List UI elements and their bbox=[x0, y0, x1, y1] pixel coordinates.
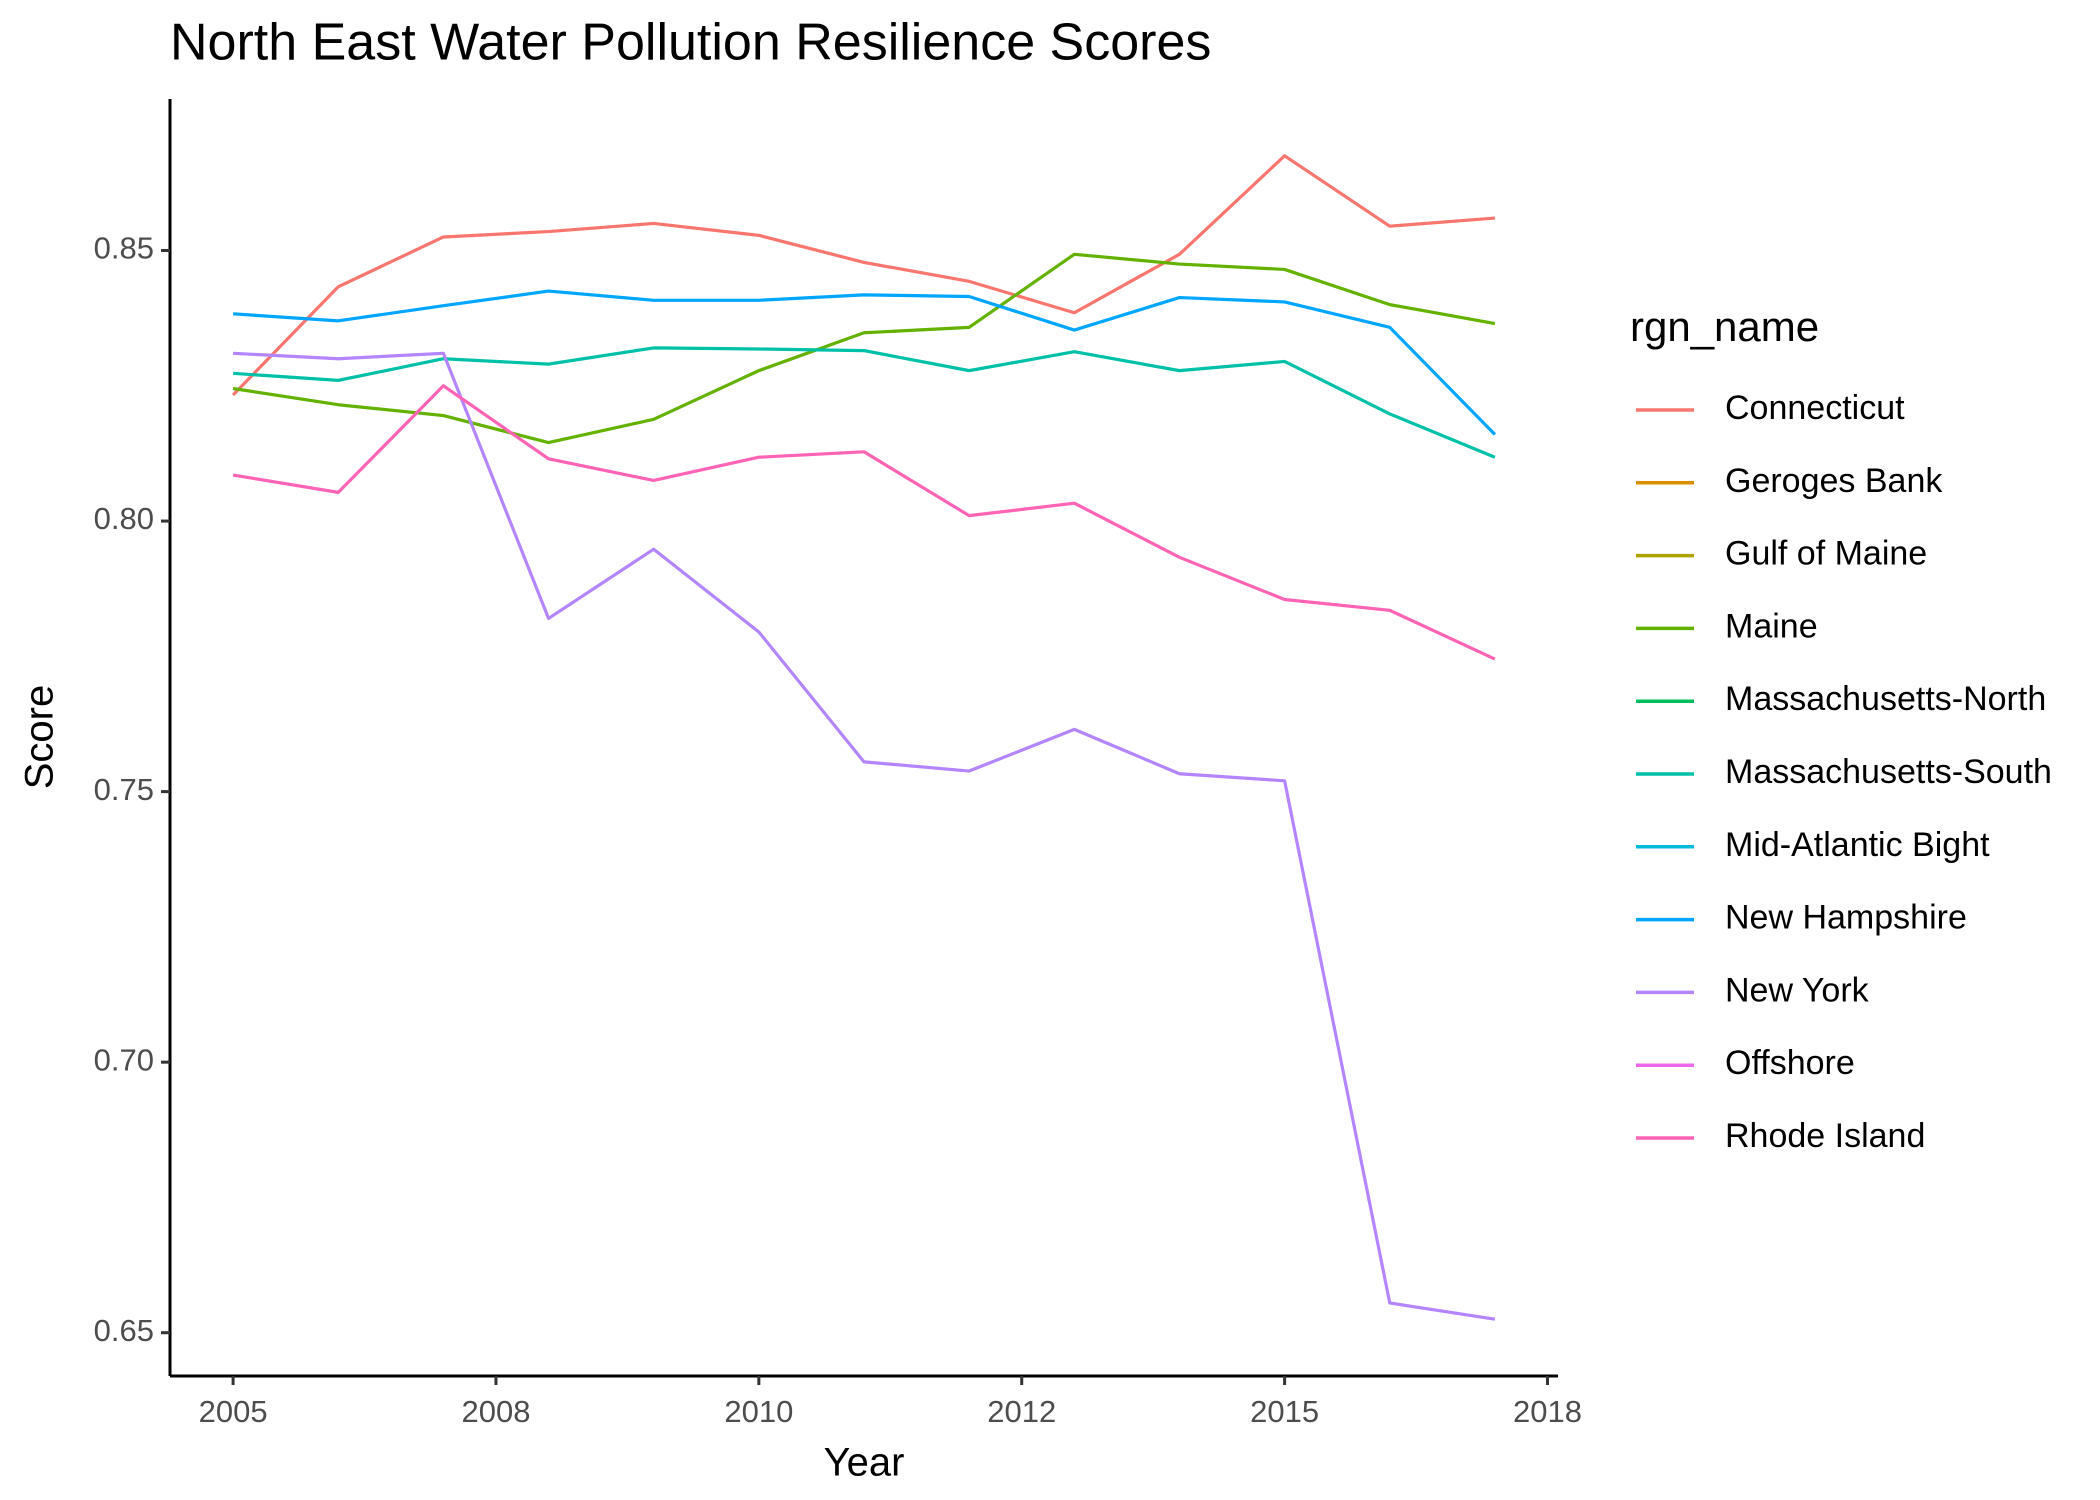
legend-label: Geroges Bank bbox=[1725, 462, 1943, 500]
chart-title: North East Water Pollution Resilience Sc… bbox=[170, 14, 1211, 72]
series-line bbox=[232, 252, 1496, 445]
x-tick-label: 2015 bbox=[1250, 1394, 1319, 1429]
y-axis-label: Score bbox=[18, 685, 62, 790]
x-tick-label: 2005 bbox=[199, 1394, 268, 1429]
y-tick-label: 0.80 bbox=[94, 501, 154, 536]
y-tick-label: 0.75 bbox=[94, 772, 154, 807]
series-line bbox=[232, 289, 1497, 436]
legend-label: New York bbox=[1725, 971, 1870, 1009]
legend-label: New Hampshire bbox=[1725, 899, 1967, 937]
legend-label: Maine bbox=[1725, 607, 1818, 645]
series-line bbox=[231, 154, 1496, 397]
x-tick-label: 2012 bbox=[987, 1394, 1056, 1429]
legend-title: rgn_name bbox=[1630, 303, 1819, 350]
y-tick-label: 0.65 bbox=[94, 1313, 154, 1348]
legend-label: Rhode Island bbox=[1725, 1117, 1925, 1155]
legend-label: Massachusetts-North bbox=[1725, 680, 2046, 718]
legend-label: Mid-Atlantic Bight bbox=[1725, 826, 1990, 864]
y-tick-label: 0.85 bbox=[94, 231, 154, 266]
legend-label: Offshore bbox=[1725, 1044, 1855, 1082]
series-line bbox=[233, 351, 1496, 1321]
y-tick-label: 0.70 bbox=[94, 1042, 154, 1077]
x-tick-label: 2018 bbox=[1513, 1394, 1582, 1429]
x-axis-label: Year bbox=[824, 1441, 905, 1485]
legend-label: Massachusetts-South bbox=[1725, 753, 2052, 791]
series-line bbox=[232, 346, 1496, 459]
x-tick-label: 2008 bbox=[461, 1394, 530, 1429]
x-tick-label: 2010 bbox=[724, 1394, 793, 1429]
series-line bbox=[232, 384, 1496, 661]
legend-label: Connecticut bbox=[1725, 389, 1905, 427]
legend-label: Gulf of Maine bbox=[1725, 535, 1927, 573]
